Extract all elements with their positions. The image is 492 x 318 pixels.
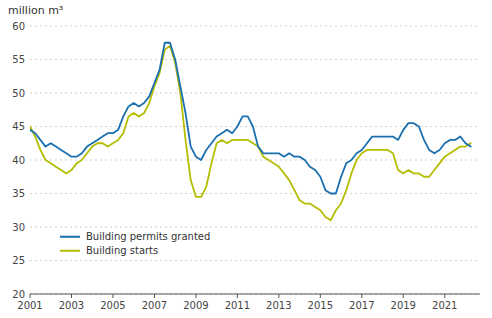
x-tick-label: 2015 (308, 300, 333, 311)
x-tick-label: 2017 (349, 300, 374, 311)
title: million m³ (8, 4, 63, 17)
plot-area (30, 43, 471, 221)
series-line (30, 46, 471, 220)
x-tick-label: 2019 (391, 300, 416, 311)
x-tick (403, 294, 404, 298)
x-tick (237, 294, 238, 298)
y-tick-label: 35 (12, 188, 25, 199)
x-tick (30, 294, 31, 298)
grid-line (30, 260, 480, 261)
legend-swatch (60, 250, 80, 252)
x-tick (71, 294, 72, 298)
legend-swatch (60, 236, 80, 238)
chart-svg: million m³ 20 25 30 35 40 45 50 55 60 2001 2003 2005… (0, 0, 492, 318)
grid-line (30, 26, 480, 27)
x-tick-label: 2003 (59, 300, 84, 311)
grid-line (30, 93, 480, 94)
grid-line (30, 294, 480, 295)
y-tick-label: 30 (12, 222, 25, 233)
y-tick-label: 40 (12, 155, 25, 166)
x-tick (112, 294, 113, 298)
y-tick-label: 25 (12, 255, 25, 266)
x-tick-label: 2007 (142, 300, 167, 311)
y-tick-label: 20 (12, 289, 25, 300)
x-tick (195, 294, 196, 298)
x-tick (278, 294, 279, 298)
y-tick-label: 55 (12, 54, 25, 65)
grid-line (30, 193, 480, 194)
x-tick (444, 294, 445, 298)
chart-container: million m³ 20 25 30 35 40 45 50 55 60 2001 2003 2005… (0, 0, 492, 318)
y-tick-label: 60 (12, 21, 25, 32)
grid-line (30, 126, 480, 127)
x-tick-label: 2009 (183, 300, 208, 311)
x-tick (320, 294, 321, 298)
x-tick-label: 2013 (266, 300, 291, 311)
x-axis: 2001 2003 2005 2007 2009 2011 2013 2015 2017 2019… (17, 294, 480, 311)
legend-label: Building permits granted (86, 231, 210, 242)
y-tick-label: 45 (12, 121, 25, 132)
legend-label: Building starts (86, 245, 158, 256)
x-tick-label: 2001 (17, 300, 42, 311)
x-tick (154, 294, 155, 298)
series-line (30, 43, 471, 194)
x-tick-label: 2005 (100, 300, 125, 311)
y-tick-label: 50 (12, 88, 25, 99)
legend: Building permits granted Building starts (60, 231, 210, 256)
grid-line (30, 160, 480, 161)
grid-line (30, 227, 480, 228)
x-tick-label: 2021 (432, 300, 457, 311)
y-grid: 20 25 30 35 40 45 50 55 60 (12, 21, 480, 300)
x-tick-label: 2011 (225, 300, 250, 311)
x-tick (361, 294, 362, 298)
x-axis-line (30, 294, 480, 295)
grid-line (30, 59, 480, 60)
